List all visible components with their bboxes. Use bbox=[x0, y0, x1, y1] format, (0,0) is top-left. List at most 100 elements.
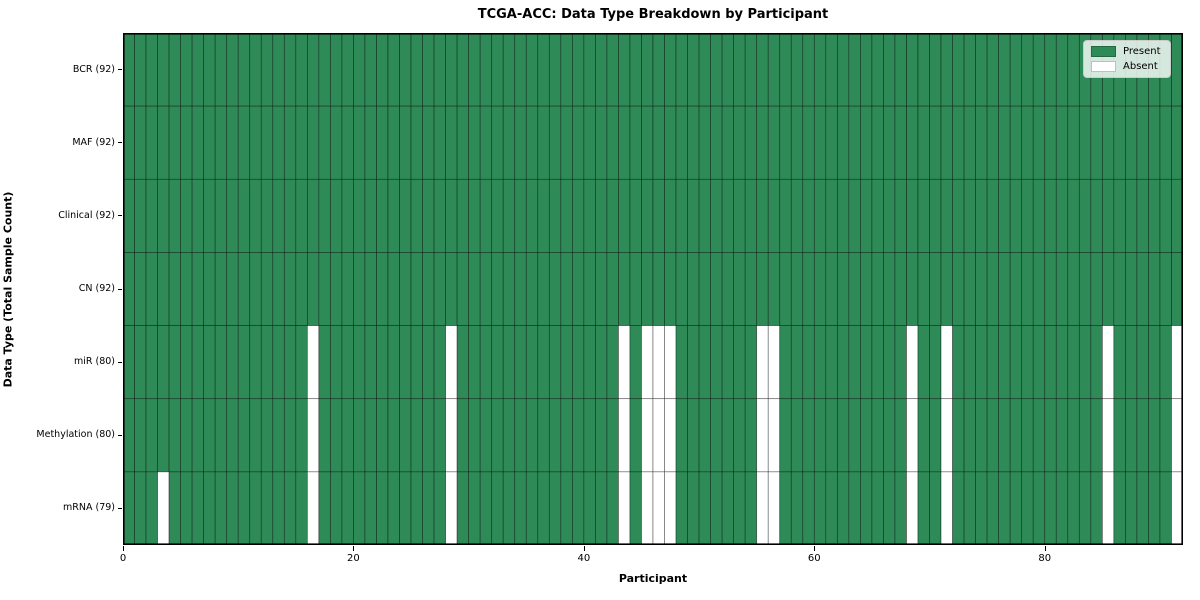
heatmap-cell bbox=[157, 33, 170, 107]
heatmap-cell bbox=[1148, 252, 1161, 326]
heatmap-cell bbox=[445, 105, 458, 180]
heatmap-cell bbox=[998, 471, 1011, 545]
heatmap-cell bbox=[790, 33, 804, 107]
heatmap-cell bbox=[226, 33, 239, 107]
heatmap-cell bbox=[433, 105, 446, 180]
heatmap-cell bbox=[1125, 252, 1138, 326]
heatmap-cell bbox=[790, 105, 804, 180]
heatmap-cell bbox=[410, 325, 423, 400]
heatmap-cell bbox=[134, 398, 147, 473]
heatmap-cell bbox=[641, 398, 654, 473]
heatmap-cell bbox=[986, 33, 1000, 107]
heatmap-cell bbox=[123, 325, 135, 400]
heatmap-cell bbox=[157, 325, 170, 400]
heatmap-cell bbox=[468, 325, 481, 400]
heatmap-cell bbox=[376, 33, 389, 107]
heatmap-cell bbox=[883, 398, 896, 473]
heatmap-cell bbox=[548, 325, 562, 400]
heatmap-cell bbox=[364, 33, 377, 107]
heatmap-cell bbox=[387, 398, 400, 473]
heatmap-cell bbox=[145, 325, 158, 400]
heatmap-cell bbox=[1055, 33, 1069, 107]
heatmap-cell bbox=[906, 178, 919, 253]
heatmap-cell bbox=[1067, 252, 1080, 326]
heatmap-cell bbox=[1044, 178, 1057, 253]
legend-item-absent: Absent bbox=[1091, 61, 1161, 72]
heatmap-cell bbox=[226, 252, 239, 326]
heatmap-cell bbox=[491, 398, 504, 473]
heatmap-cell bbox=[283, 105, 297, 180]
heatmap-cell bbox=[998, 33, 1011, 107]
heatmap-cell bbox=[203, 178, 216, 253]
heatmap-cell bbox=[675, 178, 688, 253]
ytick-mark bbox=[118, 361, 122, 363]
heatmap-cell bbox=[595, 105, 608, 180]
heatmap-cell bbox=[514, 398, 527, 473]
heatmap-cell bbox=[606, 325, 619, 400]
heatmap-cell bbox=[929, 325, 942, 400]
heatmap-cell bbox=[491, 178, 504, 253]
heatmap-cell bbox=[1067, 33, 1080, 107]
heatmap-cell bbox=[917, 471, 930, 545]
heatmap-cell bbox=[514, 471, 527, 545]
heatmap-cell bbox=[906, 325, 919, 400]
heatmap-cell bbox=[1067, 105, 1080, 180]
heatmap-cell bbox=[387, 105, 400, 180]
heatmap-cell bbox=[203, 33, 216, 107]
heatmap-cell bbox=[767, 252, 781, 326]
heatmap-cell bbox=[283, 471, 297, 545]
heatmap-cell bbox=[306, 105, 320, 180]
heatmap-cell bbox=[595, 471, 608, 545]
heatmap-cell bbox=[836, 252, 850, 326]
heatmap-cell bbox=[1136, 252, 1149, 326]
heatmap-cell bbox=[871, 398, 884, 473]
heatmap-cell bbox=[180, 178, 193, 253]
heatmap-cell bbox=[1067, 325, 1080, 400]
xtick-label-0: 0 bbox=[119, 553, 127, 564]
heatmap-cell bbox=[595, 252, 608, 326]
heatmap-cell bbox=[1148, 325, 1161, 400]
heatmap-cell bbox=[1171, 252, 1183, 326]
heatmap-cell bbox=[387, 33, 400, 107]
heatmap-cell bbox=[940, 105, 953, 180]
heatmap-cell bbox=[571, 178, 585, 253]
heatmap-cell bbox=[295, 325, 308, 400]
heatmap-cell bbox=[456, 105, 470, 180]
heatmap-cell bbox=[595, 325, 608, 400]
heatmap-cell bbox=[376, 471, 389, 545]
heatmap-cell bbox=[1125, 398, 1138, 473]
heatmap-cell bbox=[975, 105, 988, 180]
heatmap-cell bbox=[825, 33, 838, 107]
heatmap-cell bbox=[710, 252, 723, 326]
heatmap-cell bbox=[744, 105, 758, 180]
heatmap-cell bbox=[1021, 325, 1034, 400]
heatmap-cell bbox=[157, 252, 170, 326]
heatmap-cell bbox=[1032, 252, 1046, 326]
heatmap-cell bbox=[537, 252, 550, 326]
heatmap-cell bbox=[525, 178, 539, 253]
heatmap-cell bbox=[180, 105, 193, 180]
heatmap-cell bbox=[560, 178, 573, 253]
heatmap-cell bbox=[283, 252, 297, 326]
heatmap-cell bbox=[687, 398, 700, 473]
heatmap-cell bbox=[237, 33, 251, 107]
heatmap-cell bbox=[502, 178, 516, 253]
heatmap-cell bbox=[629, 398, 642, 473]
heatmap-cell bbox=[422, 105, 435, 180]
heatmap-cell bbox=[237, 325, 251, 400]
heatmap-cell bbox=[606, 252, 619, 326]
heatmap-cell bbox=[629, 252, 642, 326]
heatmap-cell bbox=[491, 325, 504, 400]
heatmap-cell bbox=[548, 398, 562, 473]
heatmap-cell bbox=[813, 325, 827, 400]
heatmap-cell bbox=[952, 33, 965, 107]
heatmap-cell bbox=[952, 105, 965, 180]
heatmap-cell bbox=[514, 325, 527, 400]
heatmap-cell bbox=[871, 252, 884, 326]
heatmap-cell bbox=[675, 33, 688, 107]
heatmap-cell bbox=[894, 398, 907, 473]
heatmap-cell bbox=[468, 252, 481, 326]
heatmap-cell bbox=[226, 105, 239, 180]
heatmap-cell bbox=[1148, 471, 1161, 545]
heatmap-cell bbox=[883, 252, 896, 326]
